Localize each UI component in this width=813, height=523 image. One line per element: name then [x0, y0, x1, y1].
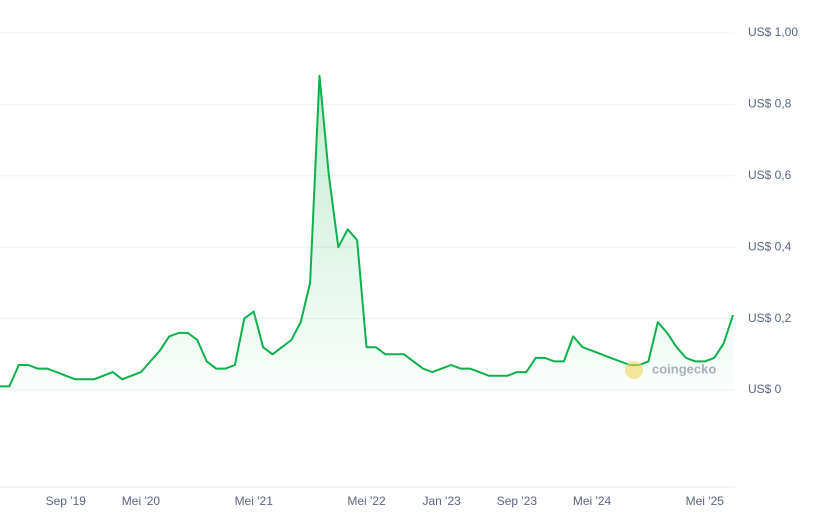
area: [0, 75, 733, 391]
x-tick-label: Jan '23: [423, 494, 462, 508]
watermark-logo: [625, 361, 643, 379]
x-tick-label: Mei '24: [573, 494, 612, 508]
y-tick-label: US$ 0,8: [748, 97, 792, 111]
y-tick-label: US$ 0,4: [748, 239, 792, 253]
x-tick-label: Mei '22: [347, 494, 386, 508]
price-line: [0, 74, 734, 388]
x-tick-label: Mei '21: [235, 494, 274, 508]
x-tick-label: Mei '25: [686, 494, 725, 508]
watermark: coingecko: [652, 361, 716, 376]
x-tick-label: Mei '20: [122, 494, 161, 508]
x-tick-label: Sep '23: [497, 494, 538, 508]
y-tick-label: US$ 0: [748, 382, 782, 396]
y-tick-label: US$ 1,00: [748, 25, 798, 39]
y-tick-label: US$ 0,6: [748, 168, 792, 182]
x-tick-label: Sep '19: [46, 494, 87, 508]
y-tick-label: US$ 0,2: [748, 311, 792, 325]
